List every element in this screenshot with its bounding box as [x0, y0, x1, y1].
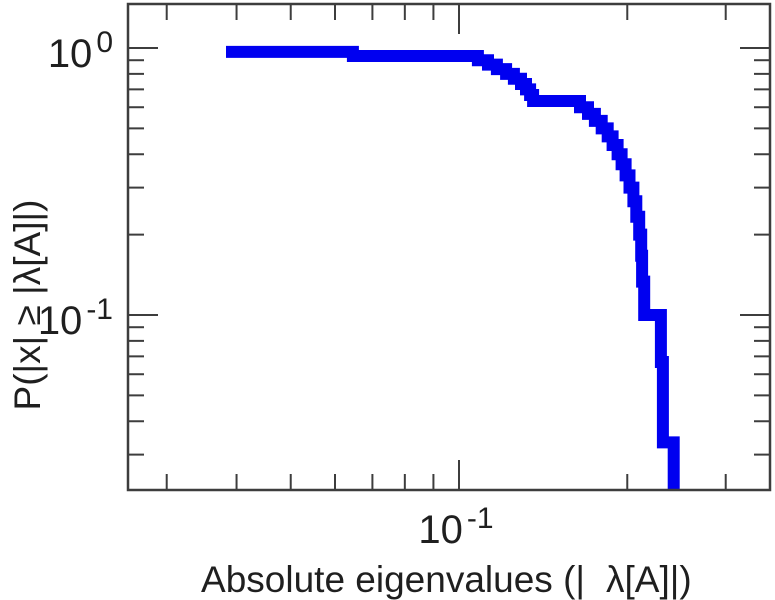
y-axis-label: P(|x| ≥ |λ[A]|)	[7, 200, 48, 411]
y-tick-label-0: 10 0	[48, 26, 113, 76]
x-axis-label-right: λ[A]|)	[606, 559, 692, 600]
axes-frame	[126, 2, 772, 492]
x-tick-label-0: 10 -1	[418, 502, 493, 552]
x-axis-label-left: Absolute eigenvalues (|	[201, 559, 585, 600]
absolute-eigenvalue-ccdf	[226, 45, 680, 490]
plot-area: 10 0 10 -1 10 -1	[38, 2, 772, 552]
y-tick-label-1: 10 -1	[38, 293, 113, 343]
